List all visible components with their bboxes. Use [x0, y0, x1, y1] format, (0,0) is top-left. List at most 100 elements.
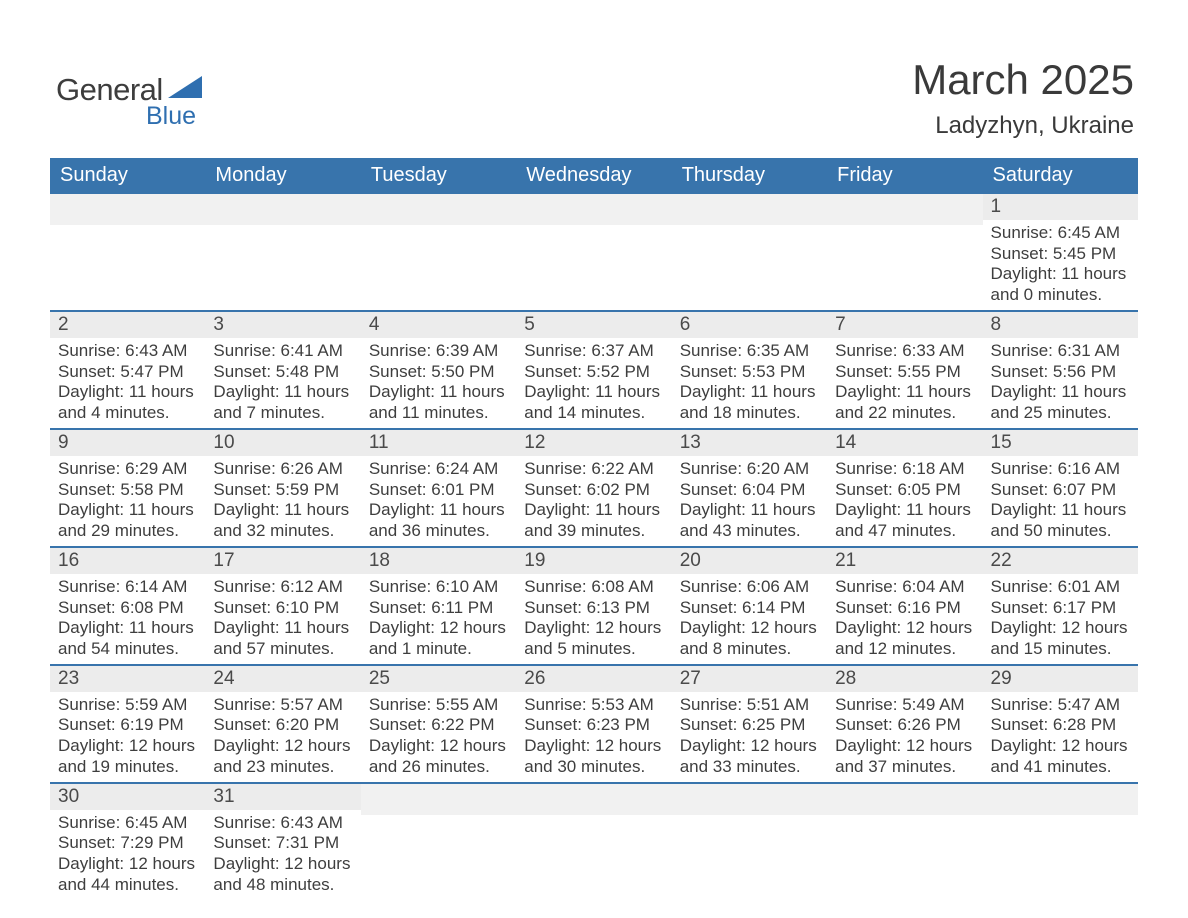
day-cell: 12Sunrise: 6:22 AMSunset: 6:02 PMDayligh…	[516, 430, 671, 546]
sunset-line: Sunset: 6:16 PM	[835, 598, 974, 619]
day-number: 30	[50, 784, 205, 810]
sunrise-line: Sunrise: 6:39 AM	[369, 341, 508, 362]
sunrise-line: Sunrise: 5:53 AM	[524, 695, 663, 716]
empty-day-cell	[516, 194, 671, 310]
daylight-line: Daylight: 12 hours and 1 minute.	[369, 618, 508, 659]
day-number: 21	[827, 548, 982, 574]
day-info: Sunrise: 6:45 AMSunset: 5:45 PMDaylight:…	[983, 220, 1138, 306]
day-info: Sunrise: 6:08 AMSunset: 6:13 PMDaylight:…	[516, 574, 671, 660]
sunset-line: Sunset: 6:05 PM	[835, 480, 974, 501]
day-number	[205, 194, 360, 225]
daylight-line: Daylight: 11 hours and 43 minutes.	[680, 500, 819, 541]
sunset-line: Sunset: 6:02 PM	[524, 480, 663, 501]
sunset-line: Sunset: 6:22 PM	[369, 715, 508, 736]
brand-triangle-icon	[168, 76, 202, 98]
day-number: 17	[205, 548, 360, 574]
daylight-line: Daylight: 12 hours and 41 minutes.	[991, 736, 1130, 777]
day-info: Sunrise: 6:01 AMSunset: 6:17 PMDaylight:…	[983, 574, 1138, 660]
week-row: 30Sunrise: 6:45 AMSunset: 7:29 PMDayligh…	[50, 782, 1138, 900]
empty-day-cell	[672, 784, 827, 900]
empty-day-cell	[205, 194, 360, 310]
empty-day-cell	[827, 784, 982, 900]
day-cell: 1Sunrise: 6:45 AMSunset: 5:45 PMDaylight…	[983, 194, 1138, 310]
day-info: Sunrise: 5:55 AMSunset: 6:22 PMDaylight:…	[361, 692, 516, 778]
daylight-line: Daylight: 11 hours and 54 minutes.	[58, 618, 197, 659]
week-row: 23Sunrise: 5:59 AMSunset: 6:19 PMDayligh…	[50, 664, 1138, 782]
sunrise-line: Sunrise: 6:43 AM	[58, 341, 197, 362]
sunset-line: Sunset: 6:13 PM	[524, 598, 663, 619]
page-title-block: March 2025 Ladyzhyn, Ukraine	[912, 56, 1134, 140]
daylight-line: Daylight: 12 hours and 30 minutes.	[524, 736, 663, 777]
weeks-container: 1Sunrise: 6:45 AMSunset: 5:45 PMDaylight…	[50, 194, 1138, 900]
sunset-line: Sunset: 6:26 PM	[835, 715, 974, 736]
daylight-line: Daylight: 11 hours and 7 minutes.	[213, 382, 352, 423]
daylight-line: Daylight: 11 hours and 36 minutes.	[369, 500, 508, 541]
sunrise-line: Sunrise: 6:16 AM	[991, 459, 1130, 480]
day-cell: 15Sunrise: 6:16 AMSunset: 6:07 PMDayligh…	[983, 430, 1138, 546]
brand-word2: Blue	[146, 102, 196, 131]
day-cell: 20Sunrise: 6:06 AMSunset: 6:14 PMDayligh…	[672, 548, 827, 664]
brand-logo: General Blue	[56, 72, 196, 131]
empty-day-cell	[361, 194, 516, 310]
empty-day-cell	[361, 784, 516, 900]
daylight-line: Daylight: 12 hours and 26 minutes.	[369, 736, 508, 777]
sunset-line: Sunset: 6:08 PM	[58, 598, 197, 619]
empty-day-cell	[50, 194, 205, 310]
day-info: Sunrise: 6:06 AMSunset: 6:14 PMDaylight:…	[672, 574, 827, 660]
day-cell: 22Sunrise: 6:01 AMSunset: 6:17 PMDayligh…	[983, 548, 1138, 664]
day-number	[50, 194, 205, 225]
day-number: 18	[361, 548, 516, 574]
week-row: 1Sunrise: 6:45 AMSunset: 5:45 PMDaylight…	[50, 194, 1138, 310]
day-info: Sunrise: 6:31 AMSunset: 5:56 PMDaylight:…	[983, 338, 1138, 424]
sunrise-line: Sunrise: 6:22 AM	[524, 459, 663, 480]
daylight-line: Daylight: 12 hours and 12 minutes.	[835, 618, 974, 659]
day-info: Sunrise: 5:57 AMSunset: 6:20 PMDaylight:…	[205, 692, 360, 778]
sunset-line: Sunset: 6:01 PM	[369, 480, 508, 501]
day-number	[361, 194, 516, 225]
sunrise-line: Sunrise: 6:14 AM	[58, 577, 197, 598]
day-number: 19	[516, 548, 671, 574]
weekday-header: Thursday	[672, 158, 827, 194]
day-number: 13	[672, 430, 827, 456]
sunset-line: Sunset: 6:14 PM	[680, 598, 819, 619]
day-number: 11	[361, 430, 516, 456]
day-number: 3	[205, 312, 360, 338]
sunrise-line: Sunrise: 6:04 AM	[835, 577, 974, 598]
sunset-line: Sunset: 6:11 PM	[369, 598, 508, 619]
day-cell: 25Sunrise: 5:55 AMSunset: 6:22 PMDayligh…	[361, 666, 516, 782]
day-number: 6	[672, 312, 827, 338]
daylight-line: Daylight: 11 hours and 50 minutes.	[991, 500, 1130, 541]
empty-day-cell	[516, 784, 671, 900]
daylight-line: Daylight: 12 hours and 48 minutes.	[213, 854, 352, 895]
day-info: Sunrise: 6:39 AMSunset: 5:50 PMDaylight:…	[361, 338, 516, 424]
day-cell: 16Sunrise: 6:14 AMSunset: 6:08 PMDayligh…	[50, 548, 205, 664]
sunrise-line: Sunrise: 6:10 AM	[369, 577, 508, 598]
weekday-header: Monday	[205, 158, 360, 194]
day-info: Sunrise: 6:16 AMSunset: 6:07 PMDaylight:…	[983, 456, 1138, 542]
sunrise-line: Sunrise: 6:08 AM	[524, 577, 663, 598]
day-cell: 9Sunrise: 6:29 AMSunset: 5:58 PMDaylight…	[50, 430, 205, 546]
sunset-line: Sunset: 6:23 PM	[524, 715, 663, 736]
day-info: Sunrise: 6:18 AMSunset: 6:05 PMDaylight:…	[827, 456, 982, 542]
sunset-line: Sunset: 6:10 PM	[213, 598, 352, 619]
daylight-line: Daylight: 11 hours and 4 minutes.	[58, 382, 197, 423]
sunset-line: Sunset: 5:59 PM	[213, 480, 352, 501]
sunrise-line: Sunrise: 5:57 AM	[213, 695, 352, 716]
empty-day-cell	[983, 784, 1138, 900]
day-number: 12	[516, 430, 671, 456]
day-number	[983, 784, 1138, 815]
day-cell: 28Sunrise: 5:49 AMSunset: 6:26 PMDayligh…	[827, 666, 982, 782]
daylight-line: Daylight: 11 hours and 0 minutes.	[991, 264, 1130, 305]
sunrise-line: Sunrise: 5:51 AM	[680, 695, 819, 716]
sunrise-line: Sunrise: 6:01 AM	[991, 577, 1130, 598]
day-number: 14	[827, 430, 982, 456]
location-subtitle: Ladyzhyn, Ukraine	[912, 112, 1134, 140]
day-info: Sunrise: 6:35 AMSunset: 5:53 PMDaylight:…	[672, 338, 827, 424]
daylight-line: Daylight: 12 hours and 15 minutes.	[991, 618, 1130, 659]
day-number: 25	[361, 666, 516, 692]
sunrise-line: Sunrise: 6:37 AM	[524, 341, 663, 362]
daylight-line: Daylight: 11 hours and 22 minutes.	[835, 382, 974, 423]
sunset-line: Sunset: 6:04 PM	[680, 480, 819, 501]
sunset-line: Sunset: 5:48 PM	[213, 362, 352, 383]
sunset-line: Sunset: 5:55 PM	[835, 362, 974, 383]
